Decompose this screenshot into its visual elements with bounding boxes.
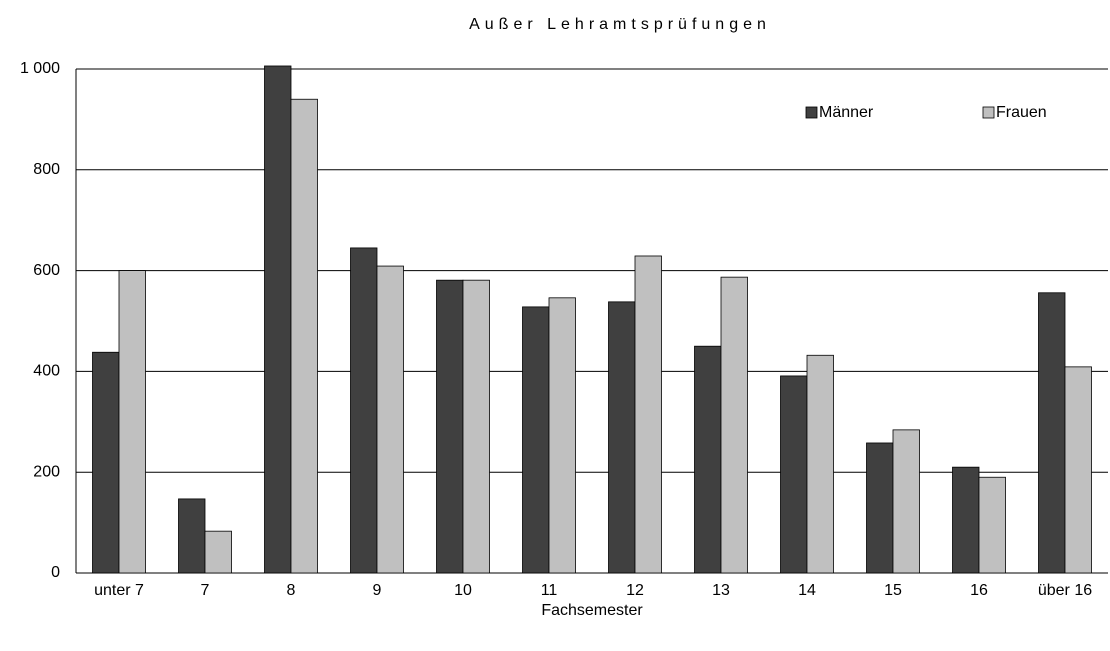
bar: [806, 354, 834, 574]
bar: [780, 375, 808, 574]
x-tick-label: 12: [626, 582, 644, 599]
x-tick-label: unter 7: [94, 582, 144, 599]
legend-label: Frauen: [996, 104, 1047, 121]
bar: [350, 247, 378, 574]
y-tick-label: 800: [33, 161, 60, 178]
x-tick-label: 7: [201, 582, 210, 599]
x-tick-label: über 16: [1038, 582, 1092, 599]
bar: [204, 530, 232, 574]
bar: [720, 276, 748, 574]
bar: [952, 466, 980, 574]
x-tick-label: 10: [454, 582, 472, 599]
x-tick-label: 9: [373, 582, 382, 599]
bar: [462, 279, 490, 574]
bar: [608, 301, 636, 574]
bar: [1038, 292, 1066, 574]
bar: [1064, 366, 1092, 574]
y-tick-label: 200: [33, 463, 60, 480]
bar: [866, 442, 894, 574]
bar: [290, 98, 318, 574]
y-tick-label: 600: [33, 262, 60, 279]
bar: [548, 297, 576, 574]
bar: [118, 270, 146, 574]
bar: [264, 65, 292, 574]
bar: [376, 265, 404, 574]
chart-title: Außer Lehramtsprüfungen: [469, 16, 771, 33]
x-tick-label: 11: [541, 582, 558, 599]
bar: [178, 498, 206, 574]
x-tick-label: 13: [712, 582, 730, 599]
legend-swatch: [982, 106, 995, 119]
x-tick-label: 14: [798, 582, 816, 599]
legend-swatch: [805, 106, 818, 119]
y-tick-label: 1 000: [20, 60, 60, 77]
bar: [634, 255, 662, 574]
bar: [522, 306, 550, 574]
legend-label: Männer: [819, 104, 874, 121]
bar: [694, 345, 722, 574]
bar: [978, 476, 1006, 574]
bar: [436, 279, 464, 574]
x-tick-label: 8: [287, 582, 296, 599]
y-tick-label: 400: [33, 363, 60, 380]
x-axis-label: Fachsemester: [541, 602, 643, 619]
bar: [92, 351, 120, 574]
x-tick-label: 16: [970, 582, 988, 599]
bar: [892, 429, 920, 574]
x-tick-label: 15: [884, 582, 902, 599]
y-tick-label: 0: [51, 564, 60, 581]
